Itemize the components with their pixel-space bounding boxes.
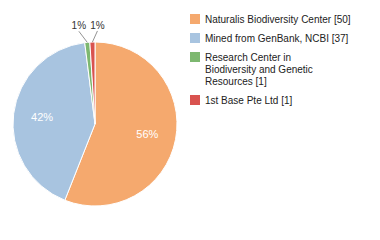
pie: [13, 42, 177, 206]
legend-label-line: Mined from GenBank, NCBI [37]: [205, 33, 349, 44]
legend-label: Mined from GenBank, NCBI [37]: [205, 33, 349, 44]
data-label: 42%: [31, 111, 53, 123]
pie-slice: [85, 42, 95, 124]
pie-slice: [90, 42, 95, 124]
legend-label-line: 1st Base Pte Ltd [1]: [205, 95, 292, 106]
legend-label: 1st Base Pte Ltd [1]: [205, 95, 292, 106]
legend-swatch: [190, 14, 200, 24]
legend-label-line: Naturalis Biodiversity Center [50]: [205, 14, 351, 25]
legend-label-line: Biodiversity and Genetic: [205, 64, 313, 75]
legend-label-line: Research Center in: [205, 52, 291, 63]
legend: Naturalis Biodiversity Center [50] Mined …: [190, 14, 351, 106]
data-label: 56%: [136, 128, 158, 140]
legend-label: Naturalis Biodiversity Center [50]: [205, 14, 351, 25]
pie-slice: [13, 43, 95, 201]
legend-label: Research Center inBiodiversity and Genet…: [205, 52, 313, 87]
data-label: 1%: [72, 20, 87, 31]
legend-swatch: [190, 33, 200, 43]
leader-line: [79, 31, 87, 42]
chart: 56% 42% 1%1% Naturalis Biodiversity Center …: [0, 0, 380, 240]
leader-line: [92, 31, 97, 42]
legend-label-line: Resources [1]: [205, 76, 267, 87]
data-labels: 56% 42% 1%1%: [31, 20, 158, 140]
legend-swatch: [190, 52, 200, 62]
data-label: 1%: [90, 20, 105, 31]
legend-swatch: [190, 95, 200, 105]
